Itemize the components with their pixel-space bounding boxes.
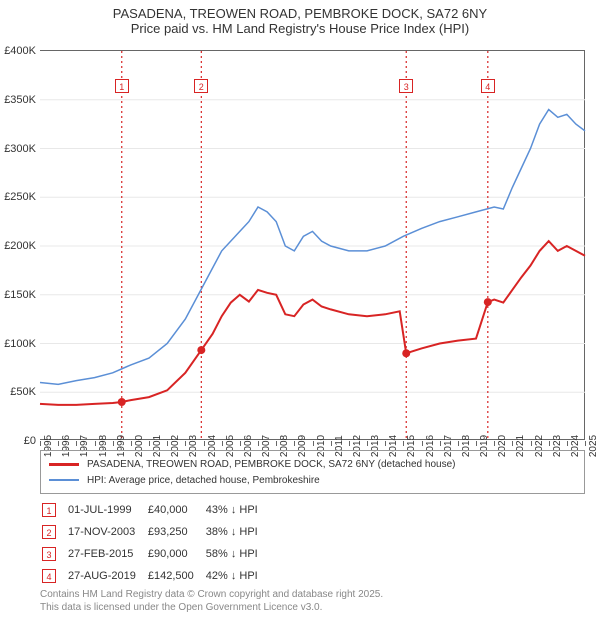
sale-marker-cell: 2	[42, 525, 56, 539]
x-tick	[585, 441, 586, 446]
sale-price: £142,500	[148, 566, 204, 586]
sale-diff: 38% ↓ HPI	[206, 522, 268, 542]
sale-diff: 58% ↓ HPI	[206, 544, 268, 564]
legend-row-property: PASADENA, TREOWEN ROAD, PEMBROKE DOCK, S…	[49, 456, 576, 472]
y-axis-label: £200K	[0, 240, 36, 252]
table-row: 4 27-AUG-2019£142,50042% ↓ HPI	[42, 566, 268, 586]
sale-date: 27-AUG-2019	[68, 566, 146, 586]
x-tick	[131, 441, 132, 446]
x-tick	[240, 441, 241, 446]
sale-marker-box: 2	[194, 79, 208, 93]
footer-line1: Contains HM Land Registry data © Crown c…	[40, 588, 383, 601]
sale-dot	[197, 346, 205, 354]
x-tick	[458, 441, 459, 446]
sale-diff: 43% ↓ HPI	[206, 500, 268, 520]
x-tick	[113, 441, 114, 446]
sale-date: 17-NOV-2003	[68, 522, 146, 542]
x-tick	[331, 441, 332, 446]
legend-label-property: PASADENA, TREOWEN ROAD, PEMBROKE DOCK, S…	[87, 459, 455, 470]
sale-price: £93,250	[148, 522, 204, 542]
sale-date: 01-JUL-1999	[68, 500, 146, 520]
x-tick	[512, 441, 513, 446]
y-axis-label: £50K	[0, 386, 36, 398]
x-tick	[494, 441, 495, 446]
sale-marker-cell: 4	[42, 569, 56, 583]
y-axis-label: £0	[0, 435, 36, 447]
sale-dot	[118, 398, 126, 406]
chart-svg	[40, 51, 585, 441]
sale-marker-cell: 1	[42, 503, 56, 517]
x-tick	[313, 441, 314, 446]
legend-swatch-hpi	[49, 479, 79, 481]
sale-price: £90,000	[148, 544, 204, 564]
chart-title: PASADENA, TREOWEN ROAD, PEMBROKE DOCK, S…	[0, 6, 600, 21]
x-tick	[58, 441, 59, 446]
x-tick	[403, 441, 404, 446]
sale-dot	[484, 298, 492, 306]
x-tick	[385, 441, 386, 446]
y-axis-label: £100K	[0, 338, 36, 350]
x-tick	[367, 441, 368, 446]
y-axis-label: £400K	[0, 45, 36, 57]
x-tick	[40, 441, 41, 446]
x-tick	[185, 441, 186, 446]
footer-line2: This data is licensed under the Open Gov…	[40, 601, 383, 614]
sale-marker-box: 3	[399, 79, 413, 93]
x-tick	[349, 441, 350, 446]
x-tick	[222, 441, 223, 446]
x-tick	[294, 441, 295, 446]
x-tick	[276, 441, 277, 446]
x-tick	[149, 441, 150, 446]
sale-marker-box: 4	[481, 79, 495, 93]
x-tick	[531, 441, 532, 446]
sale-marker-cell: 3	[42, 547, 56, 561]
legend-label-hpi: HPI: Average price, detached house, Pemb…	[87, 475, 320, 486]
sale-price: £40,000	[148, 500, 204, 520]
x-tick	[422, 441, 423, 446]
y-axis-label: £300K	[0, 143, 36, 155]
y-axis-label: £350K	[0, 94, 36, 106]
x-tick	[204, 441, 205, 446]
x-tick	[567, 441, 568, 446]
sale-diff: 42% ↓ HPI	[206, 566, 268, 586]
table-row: 2 17-NOV-2003£93,25038% ↓ HPI	[42, 522, 268, 542]
plot-area: £0£50K£100K£150K£200K£250K£300K£350K£400…	[40, 50, 585, 440]
x-tick	[76, 441, 77, 446]
table-row: 3 27-FEB-2015£90,00058% ↓ HPI	[42, 544, 268, 564]
legend-swatch-property	[49, 463, 79, 466]
chart-title-block: PASADENA, TREOWEN ROAD, PEMBROKE DOCK, S…	[0, 0, 600, 38]
x-tick	[258, 441, 259, 446]
x-tick	[95, 441, 96, 446]
x-axis-label: 2025	[588, 435, 599, 457]
x-tick	[167, 441, 168, 446]
chart-subtitle: Price paid vs. HM Land Registry's House …	[0, 21, 600, 36]
y-axis-label: £150K	[0, 289, 36, 301]
footer-attribution: Contains HM Land Registry data © Crown c…	[40, 588, 383, 614]
x-tick	[440, 441, 441, 446]
sale-dot	[402, 349, 410, 357]
sale-date: 27-FEB-2015	[68, 544, 146, 564]
table-row: 1 01-JUL-1999£40,00043% ↓ HPI	[42, 500, 268, 520]
sale-marker-box: 1	[115, 79, 129, 93]
legend-row-hpi: HPI: Average price, detached house, Pemb…	[49, 472, 576, 488]
legend: PASADENA, TREOWEN ROAD, PEMBROKE DOCK, S…	[40, 450, 585, 494]
y-axis-label: £250K	[0, 191, 36, 203]
sales-table: 1 01-JUL-1999£40,00043% ↓ HPI 2 17-NOV-2003…	[40, 498, 270, 588]
x-tick	[476, 441, 477, 446]
chart-container: PASADENA, TREOWEN ROAD, PEMBROKE DOCK, S…	[0, 0, 600, 620]
x-tick	[549, 441, 550, 446]
